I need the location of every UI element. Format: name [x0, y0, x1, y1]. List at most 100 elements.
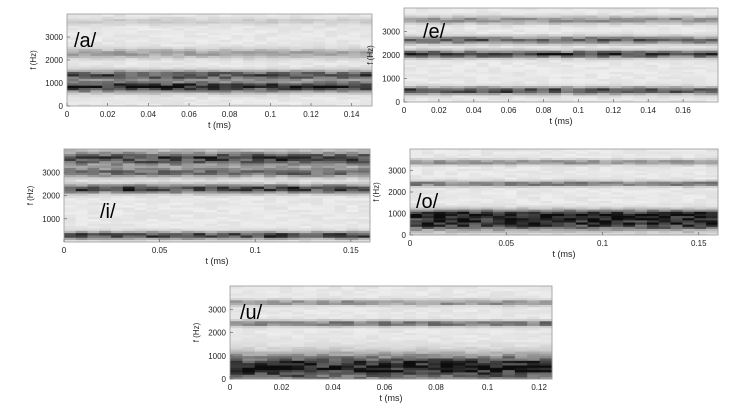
heatmap-cell	[705, 36, 719, 39]
heatmap-cell	[633, 76, 646, 79]
heatmap-cell	[682, 176, 695, 180]
heatmap-cell	[316, 369, 330, 373]
heatmap-cell	[504, 226, 518, 229]
heatmap-cell	[585, 26, 598, 30]
heatmap-cell	[264, 225, 277, 229]
heatmap-cell	[169, 172, 183, 175]
y-tick-label: 0	[402, 231, 407, 240]
heatmap-cell	[573, 8, 586, 11]
heatmap-cell	[275, 214, 289, 217]
heatmap-cell	[149, 89, 162, 93]
heatmap-cell	[113, 94, 127, 98]
heatmap-cell	[681, 36, 695, 39]
heatmap-cell	[275, 151, 289, 155]
heatmap-cell	[457, 176, 470, 180]
heatmap-cell	[184, 87, 197, 91]
heatmap-cell	[299, 174, 312, 178]
heatmap-cell	[403, 332, 417, 336]
heatmap-cell	[264, 162, 277, 166]
heatmap-cell	[158, 167, 171, 171]
heatmap-cell	[609, 43, 622, 46]
heatmap-cell	[599, 149, 612, 152]
heatmap-cell	[207, 71, 220, 75]
heatmap-cell	[404, 33, 417, 37]
heatmap-cell	[464, 71, 477, 75]
heatmap-cell	[242, 346, 256, 350]
heatmap-cell	[633, 29, 646, 32]
heatmap-cell	[172, 92, 185, 95]
heatmap-cell	[536, 8, 550, 11]
heatmap-cell	[353, 353, 367, 357]
heatmap-cell	[90, 27, 103, 31]
heatmap-cell	[410, 187, 423, 191]
heatmap-cell	[635, 228, 648, 232]
heatmap-cell	[230, 372, 243, 375]
heatmap-cell	[391, 351, 404, 354]
heatmap-cell	[230, 313, 243, 317]
heatmap-cell	[492, 230, 506, 234]
heatmap-cell	[75, 195, 88, 199]
heatmap-cell	[428, 316, 441, 319]
heatmap-cell	[587, 185, 600, 189]
x-tick-label: 0.15	[691, 239, 707, 248]
heatmap-cell	[670, 155, 683, 158]
heatmap-cell	[445, 198, 458, 201]
heatmap-cell	[635, 149, 648, 152]
heatmap-cell	[254, 20, 267, 24]
heatmap-cell	[469, 219, 482, 223]
heatmap-cell	[125, 27, 138, 31]
heatmap-cell	[552, 215, 565, 219]
heatmap-cell	[181, 209, 194, 213]
heatmap-cell	[325, 37, 338, 40]
heatmap-cell	[587, 196, 600, 199]
heatmap-cell	[111, 188, 124, 192]
heatmap-cell	[291, 306, 305, 310]
heatmap-cell	[693, 92, 707, 96]
heatmap-cell	[99, 188, 112, 192]
heatmap-cell	[428, 362, 441, 366]
heatmap-cell	[599, 232, 612, 236]
heatmap-cell	[242, 96, 256, 100]
heatmap-cell	[299, 190, 312, 194]
heatmap-cell	[573, 31, 586, 35]
heatmap-cell	[488, 71, 502, 75]
heatmap-cell	[481, 211, 494, 214]
heatmap-cell	[548, 66, 562, 70]
heatmap-cell	[287, 155, 300, 159]
heatmap-cell	[99, 186, 112, 189]
heatmap-cell	[228, 204, 241, 208]
heatmap-cell	[113, 14, 127, 17]
heatmap-cell	[137, 80, 150, 84]
heatmap-cell	[313, 101, 326, 105]
heatmap-cell	[254, 25, 267, 29]
heatmap-cell	[87, 172, 100, 175]
heatmap-cell	[102, 20, 115, 24]
heatmap-cell	[287, 232, 300, 236]
heatmap-cell	[125, 66, 138, 70]
heatmap-cell	[181, 232, 194, 236]
heatmap-cell	[633, 57, 646, 61]
heatmap-cell	[645, 19, 659, 23]
heatmap-cell	[346, 195, 359, 199]
heatmap-cell	[193, 214, 206, 217]
heatmap-cell	[403, 295, 417, 299]
heatmap-cell	[240, 237, 253, 241]
heatmap-cell	[266, 78, 279, 82]
heatmap-cell	[516, 159, 529, 163]
heatmap-cell	[469, 159, 482, 163]
heatmap-cell	[172, 32, 185, 36]
heatmap-cell	[658, 155, 672, 158]
heatmap-cell	[266, 62, 279, 65]
heatmap-cell	[536, 57, 550, 61]
heatmap-cell	[623, 172, 636, 176]
heatmap-cell	[415, 339, 429, 343]
heatmap-cell	[78, 66, 91, 70]
heatmap-cell	[146, 183, 159, 187]
heatmap-cell	[252, 190, 265, 194]
heatmap-cell	[322, 202, 336, 206]
heatmap-cell	[705, 17, 719, 21]
heatmap-cell	[693, 29, 707, 32]
heatmap-cell	[623, 219, 636, 223]
heatmap-cell	[207, 92, 220, 95]
heatmap-cell	[440, 15, 453, 18]
